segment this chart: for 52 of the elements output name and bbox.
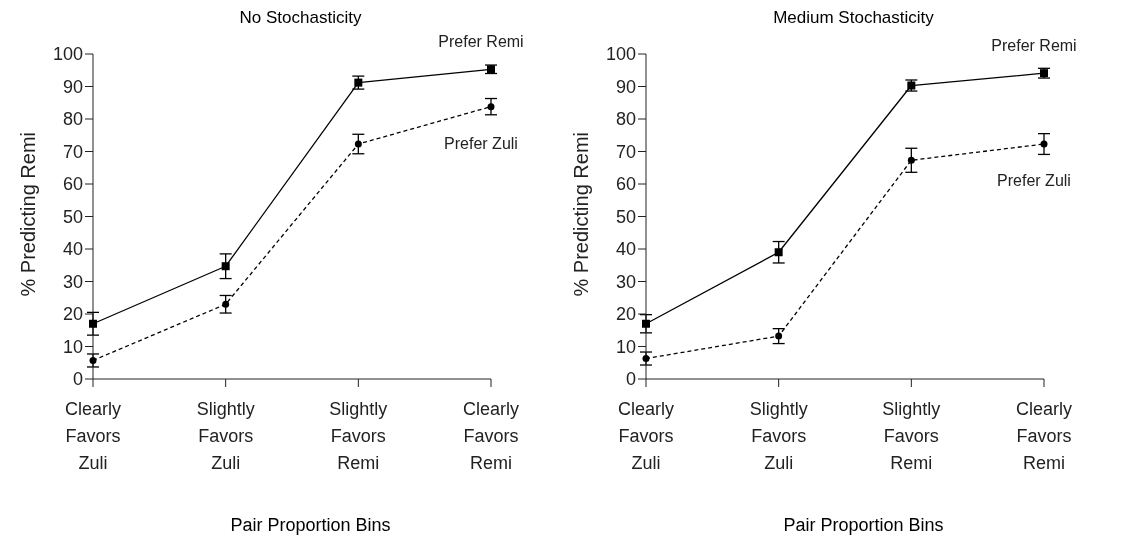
y-tick-label: 30 — [62, 271, 83, 292]
x-axis-title: Pair Proportion Bins — [229, 515, 392, 536]
point — [775, 332, 783, 340]
x-tick-label: Clearly Favors Remi — [462, 399, 520, 473]
x-tick-label: Slightly Favors Remi — [882, 399, 941, 473]
y-tick-label: 80 — [615, 109, 636, 130]
point — [907, 156, 915, 164]
y-tick-label: 20 — [62, 304, 83, 325]
chart-title: Medium Stochasticity — [772, 8, 935, 29]
y-tick-label: 40 — [615, 239, 636, 260]
y-axis-title: % Predicting Remi — [570, 131, 593, 297]
y-tick-label: 80 — [62, 109, 83, 130]
series-label: Prefer Zuli — [444, 134, 518, 152]
y-tick-label: 60 — [62, 174, 83, 195]
y-tick-label: 50 — [62, 206, 83, 227]
point — [89, 356, 97, 364]
series-label: Prefer Remi — [991, 37, 1077, 55]
y-tick-label: 100 — [52, 44, 83, 65]
y-tick-label: 30 — [615, 271, 636, 292]
series-label: Prefer Zuli — [997, 172, 1071, 190]
y-tick-label: 10 — [615, 336, 636, 357]
x-tick-label: Clearly Favors Zuli — [617, 399, 675, 473]
y-tick-label: 90 — [62, 76, 83, 97]
y-tick-label: 90 — [615, 76, 636, 97]
y-tick-label: 100 — [605, 44, 636, 65]
x-tick-label: Clearly Favors Zuli — [64, 399, 122, 473]
series-label: Prefer Remi — [438, 33, 524, 51]
y-tick-label: 70 — [62, 141, 83, 162]
point — [221, 262, 230, 271]
x-tick-label: Slightly Favors Zuli — [196, 399, 255, 473]
point — [89, 319, 97, 328]
y-tick-label: 0 — [625, 369, 636, 390]
point — [774, 248, 783, 257]
point — [487, 103, 495, 111]
x-axis-title: Pair Proportion Bins — [782, 515, 945, 536]
y-tick-label: 20 — [615, 304, 636, 325]
y-axis-title: % Predicting Remi — [17, 131, 40, 297]
y-tick-label: 50 — [615, 206, 636, 227]
x-tick-label: Slightly Favors Remi — [329, 399, 388, 473]
y-tick-label: 40 — [62, 239, 83, 260]
point — [354, 140, 362, 148]
y-tick-label: 0 — [72, 369, 83, 390]
x-tick-label: Clearly Favors Remi — [1015, 399, 1073, 473]
chart-title: No Stochasticity — [238, 8, 363, 29]
point — [222, 300, 230, 308]
x-tick-label: Slightly Favors Zuli — [749, 399, 808, 473]
y-tick-label: 70 — [615, 141, 636, 162]
point — [642, 319, 650, 328]
y-tick-label: 60 — [615, 174, 636, 195]
point — [642, 355, 650, 363]
y-tick-label: 10 — [62, 336, 83, 357]
point — [1040, 140, 1048, 148]
